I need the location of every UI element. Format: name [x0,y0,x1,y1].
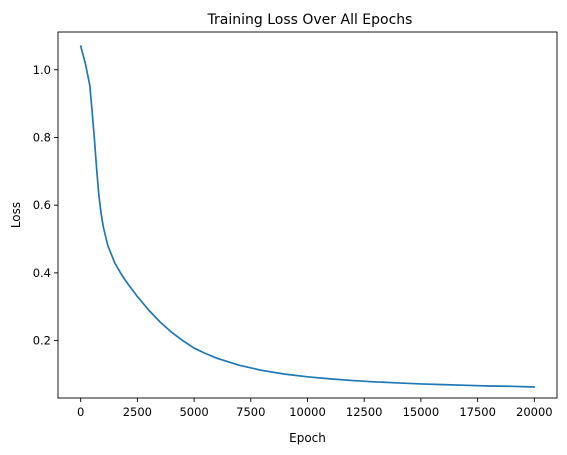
x-tick-label: 15000 [403,405,440,419]
x-tick-label: 7500 [236,405,265,419]
x-axis: 0 2500 5000 7500 10000 12500 15000 17500 20000 [77,398,553,419]
x-tick-label: 12500 [346,405,383,419]
y-tick-label: 0.8 [33,130,51,144]
x-tick-label: 5000 [179,405,208,419]
y-tick-label: 0.6 [33,198,51,212]
x-tick-label: 2500 [123,405,152,419]
x-tick-label: 10000 [289,405,326,419]
x-tick-label: 20000 [516,405,553,419]
x-axis-label: Epoch [289,431,326,445]
x-tick-label: 17500 [459,405,496,419]
loss-series-line [79,45,536,388]
y-tick-label: 0.4 [33,266,51,280]
y-axis: 0.2 0.4 0.6 0.8 1.0 [33,63,58,348]
x-tick-label: 0 [77,405,84,419]
plot-area [79,45,536,388]
y-tick-label: 0.2 [33,334,51,348]
axes-frame [57,31,558,399]
y-tick-label: 1.0 [33,63,51,77]
y-axis-label: Loss [9,202,23,228]
chart-title: Training Loss Over All Epochs [207,12,413,28]
